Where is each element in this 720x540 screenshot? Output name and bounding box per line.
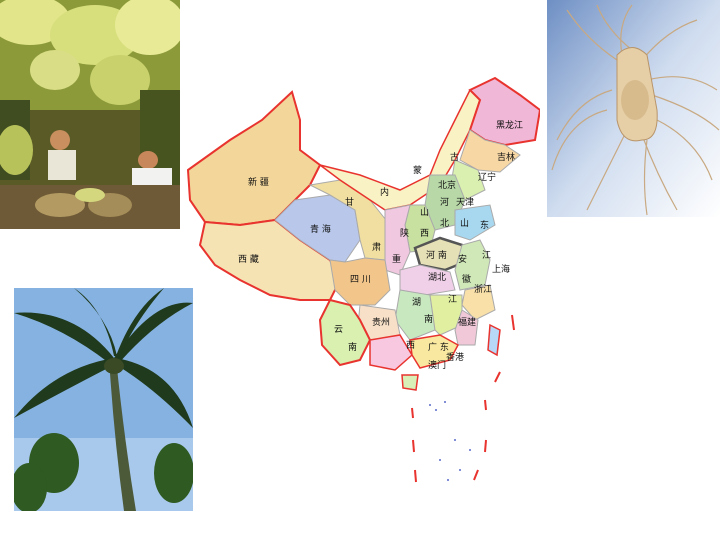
label-guangdong: 广 东 [428,341,449,353]
label-chongqing: 重 [392,253,401,265]
region-guangxi [369,334,413,371]
china-province-map: 新 疆 西 藏 青 海 甘 肃 内 蒙 古 黑龙江 吉林 辽宁 北京 天津 河 … [186,76,540,483]
label-neimenggu-3: 古 [450,151,459,163]
ginseng-root-photo [547,0,720,217]
label-jiangsu: 江 [482,250,491,261]
label-guangxi: 西 [406,340,415,351]
label-hunan-2: 南 [424,313,433,325]
label-sichuan: 四 川 [350,275,371,285]
region-heilongjiang [468,76,540,147]
label-jilin: 吉林 [497,151,515,163]
label-qinghai: 青 海 [310,223,331,235]
label-heilongjiang: 黑龙江 [496,119,523,131]
region-shaanxi [384,204,411,276]
south-sea-islands [429,401,471,481]
region-shandong [454,204,496,241]
label-macao: 澳门 [428,359,446,371]
region-jiangxi [429,294,463,336]
label-hebei-2: 北 [440,218,449,229]
grape-harvest-photo [0,0,180,229]
label-shanxi-2: 西 [420,228,429,239]
label-tianjin: 天津 [456,197,474,208]
region-guangdong [409,334,460,369]
region-hainan [401,374,419,391]
label-shaanxi: 陕 [400,227,409,239]
label-hunan-1: 湖 [412,297,421,308]
label-henan: 河 南 [426,249,447,261]
label-gansu-2: 肃 [372,241,381,253]
label-shanxi-1: 山 [420,207,429,218]
label-shandong-2: 东 [480,219,489,231]
label-anhui-1: 安 [458,253,467,265]
label-zhejiang: 浙江 [474,283,492,295]
label-xizang: 西 藏 [238,253,259,265]
maritime-boundary [411,314,515,483]
label-neimenggu-1: 内 [380,186,389,198]
region-sichuan [329,257,391,306]
region-taiwan [487,323,501,357]
label-shandong-1: 山 [460,218,469,229]
label-hubei: 湖北 [428,272,446,283]
label-yunnan-2: 南 [348,341,357,353]
region-jilin [459,129,521,173]
label-neimenggu-2: 蒙 [413,164,422,176]
label-beijing: 北京 [438,179,456,191]
region-yunnan [318,298,372,367]
label-gansu-1: 甘 [345,196,354,208]
label-jiangxi: 江 [448,294,457,305]
label-hongkong: 香港 [446,351,464,363]
label-anhui-2: 徽 [462,273,471,285]
label-liaoning: 辽宁 [478,171,496,183]
region-jiangsu-anhui [454,239,491,291]
label-hebei-1: 河 [440,196,449,208]
label-xinjiang: 新 疆 [248,176,269,188]
label-guizhou: 贵州 [372,316,390,328]
label-shanghai: 上海 [492,263,510,275]
label-yunnan-1: 云 [334,325,343,335]
label-fujian: 福建 [458,316,476,328]
coconut-palm-photo [14,288,193,511]
region-fujian [454,309,479,346]
